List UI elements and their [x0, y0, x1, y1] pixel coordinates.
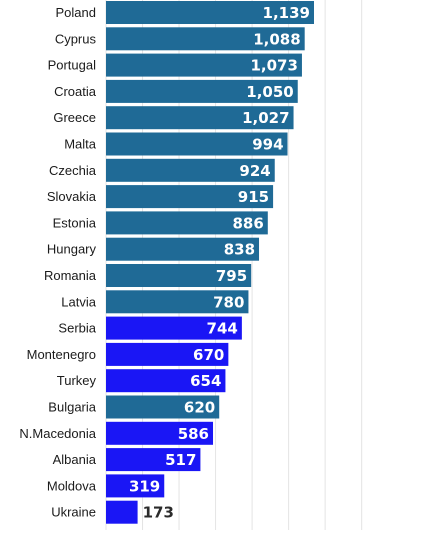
bar-estonia: [106, 211, 268, 235]
value-label: 1,050: [246, 83, 293, 101]
value-label: 654: [190, 372, 221, 390]
category-label: Ukraine: [51, 505, 96, 520]
category-labels: Poland Cyprus Portugal Croatia Greece Malta Cz…: [19, 5, 96, 520]
bar-czechia: [106, 158, 275, 182]
value-label: 517: [165, 451, 196, 469]
category-label: Bulgaria: [48, 400, 96, 415]
bar-croatia: [106, 79, 298, 103]
bar-greece: [106, 106, 294, 130]
bar-albania: [106, 448, 201, 472]
bar-romania: [106, 264, 252, 287]
value-label: 780: [213, 293, 244, 311]
value-label: 1,139: [263, 4, 310, 22]
value-label: 924: [239, 162, 270, 180]
bar-portugal: [106, 53, 302, 77]
bar-serbia: [106, 316, 242, 340]
category-label: Romania: [44, 268, 97, 283]
bar-hungary: [106, 237, 260, 261]
value-label: 620: [184, 399, 215, 417]
category-label: Turkey: [57, 373, 97, 388]
category-label: Moldova: [47, 478, 97, 493]
bar-malta: [106, 132, 288, 156]
category-label: Portugal: [48, 58, 97, 73]
bar-moldova: [106, 474, 165, 498]
bar-poland: [106, 1, 314, 24]
value-label: 319: [129, 477, 160, 495]
category-label: Montenegro: [27, 347, 96, 362]
value-label: 1,027: [242, 109, 289, 127]
value-label: 173: [143, 504, 174, 522]
category-label: Czechia: [49, 163, 97, 178]
value-label: 838: [224, 241, 255, 259]
bar-turkey: [106, 369, 226, 393]
category-label: Albania: [53, 452, 97, 467]
bar-bulgaria: [106, 395, 220, 419]
value-label: 915: [238, 188, 269, 206]
category-label: Cyprus: [55, 31, 97, 46]
category-label: Hungary: [47, 242, 97, 257]
category-label: N.Macedonia: [19, 426, 96, 441]
value-label: 1,073: [250, 57, 297, 75]
category-label: Serbia: [58, 321, 96, 336]
category-label: Malta: [64, 137, 97, 152]
value-label: 1,088: [253, 30, 300, 48]
value-label: 670: [193, 346, 224, 364]
value-label: 795: [216, 267, 247, 285]
category-label: Croatia: [54, 84, 97, 99]
bar-latvia: [106, 290, 249, 314]
value-label: 744: [207, 320, 238, 338]
category-label: Slovakia: [47, 189, 97, 204]
value-labels: 1,139 1,088 1,073 1,050 1,027 994 924 915 886 838…: [129, 4, 310, 522]
bar-n-macedonia: [106, 421, 214, 445]
bar-ukraine: [106, 500, 138, 524]
bars: [106, 1, 314, 524]
value-label: 994: [252, 136, 283, 154]
bar-montenegro: [106, 342, 229, 366]
bar-cyprus: [106, 27, 305, 51]
value-label: 586: [178, 425, 209, 443]
bar-slovakia: [106, 185, 274, 209]
category-label: Greece: [53, 110, 96, 125]
category-label: Estonia: [53, 215, 97, 230]
category-label: Poland: [56, 5, 96, 20]
value-label: 886: [232, 214, 263, 232]
category-label: Latvia: [61, 294, 96, 309]
